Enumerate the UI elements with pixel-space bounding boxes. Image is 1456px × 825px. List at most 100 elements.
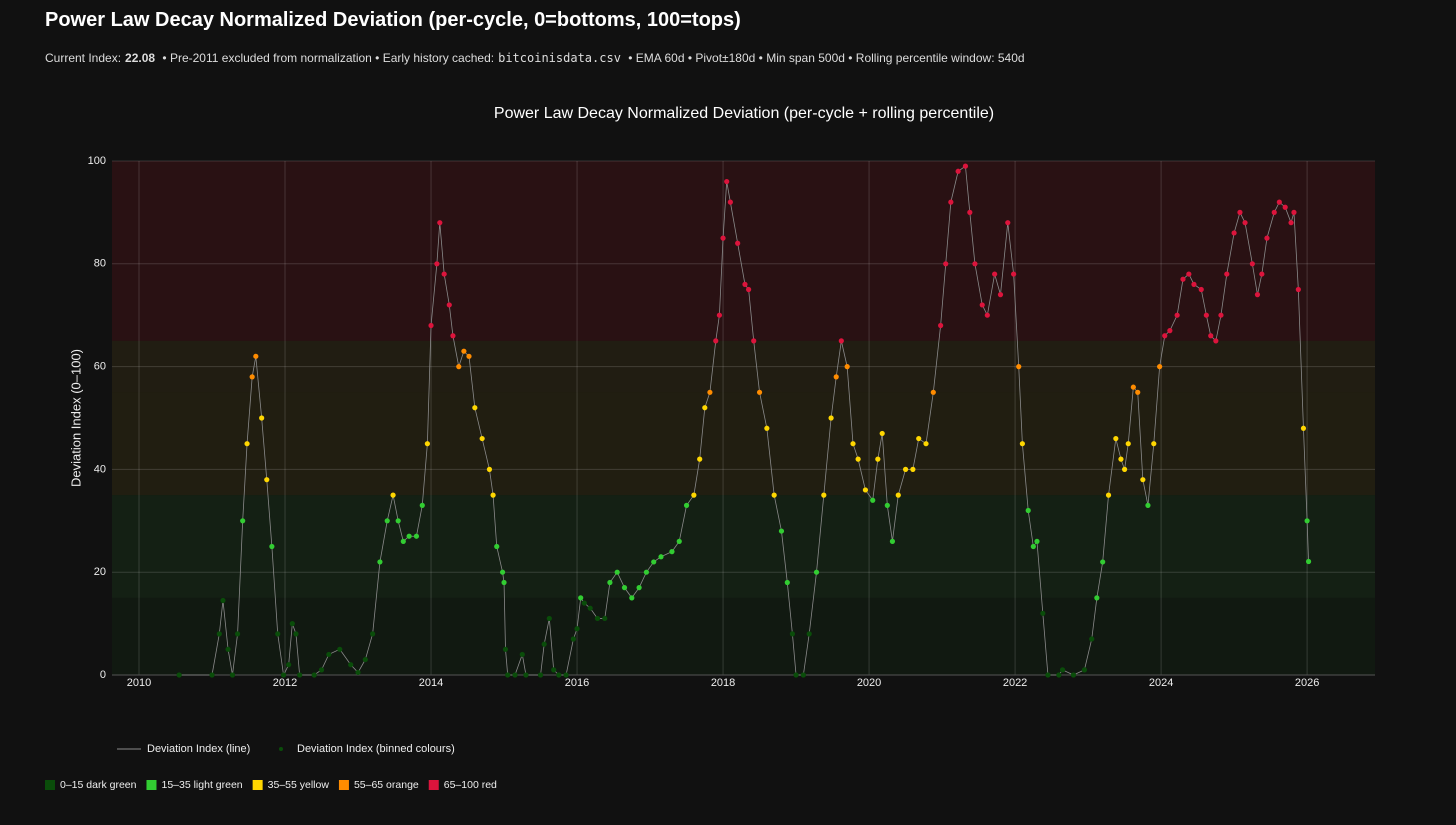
point [1045,672,1051,678]
line [179,165,1309,677]
point [742,281,748,287]
note: • EMA 60d • Pivot±180d • Min span 500d •… [628,51,1025,65]
point [395,518,401,524]
point [1105,492,1112,498]
point [997,292,1004,298]
point [902,466,909,472]
point [930,389,936,395]
x-tick-label: 2012 [273,677,297,689]
point [494,543,500,550]
point [428,322,434,329]
point [1121,466,1128,472]
band-shade [112,161,1375,341]
legend-label: Deviation Index (line) [147,743,250,755]
point [297,672,303,678]
point [1025,507,1031,514]
point [466,353,472,359]
point [806,631,812,637]
point [855,456,861,462]
point [870,497,876,503]
point [563,672,569,678]
point [669,549,675,555]
point [972,261,978,267]
point [1208,333,1214,339]
point [962,163,969,169]
point [727,199,733,205]
band-label: 15–35 light green [161,779,242,791]
point [676,538,682,544]
point [259,415,265,421]
point [1151,441,1157,447]
legend-label: Deviation Index (binned colours) [297,743,455,755]
point [209,672,215,678]
band-shade [112,340,1375,393]
point [311,672,317,678]
point [501,579,507,586]
point [502,646,509,652]
point [225,646,231,652]
point [286,662,292,668]
band-label: 55–65 orange [354,779,419,791]
point [546,615,552,622]
band-swatch [252,780,263,790]
band-label: 35–55 yellow [268,779,330,791]
point [756,389,763,395]
band-shade [112,597,1375,675]
y-tick-label: 20 [94,566,106,578]
point [850,441,856,447]
point [1056,672,1062,678]
x-tick-label: 2010 [127,677,151,689]
band-swatch [338,780,349,790]
point [523,672,529,678]
chart-title: Power Law Decay Normalized Deviation (pe… [494,105,994,122]
point [362,656,368,663]
point [938,322,944,329]
point [1237,209,1243,215]
point [486,466,493,472]
point [456,364,462,370]
point [253,353,259,359]
point [234,631,241,637]
point [450,333,456,339]
point [691,492,697,498]
point [789,631,796,637]
point [833,374,839,380]
point [220,597,226,604]
point [683,502,690,508]
point [862,487,869,493]
point [697,456,703,462]
band-swatch [146,780,157,790]
point [889,538,896,544]
point [551,667,557,673]
point [716,312,723,318]
point [390,492,396,498]
point [1011,271,1017,277]
point [771,492,777,498]
current-index: 22.08 [125,51,156,65]
point [658,554,664,560]
point [1070,672,1077,678]
point [1180,276,1186,282]
point [1174,312,1180,318]
y-tick-label: 40 [94,463,106,475]
point [326,651,332,658]
point [1271,209,1277,215]
point [651,559,657,565]
point [1218,312,1224,318]
point [1140,477,1146,483]
point [1157,364,1163,370]
point [910,466,916,472]
point [916,435,922,442]
point [1231,230,1237,236]
cache-file: bitcoinisdata.csv [498,51,621,65]
point [735,240,741,246]
x-tick-label: 2018 [711,677,735,689]
point [176,672,182,678]
point [629,595,635,601]
point [264,477,270,483]
point [370,631,376,637]
point [778,528,785,534]
point [948,199,954,205]
point [1030,543,1036,550]
